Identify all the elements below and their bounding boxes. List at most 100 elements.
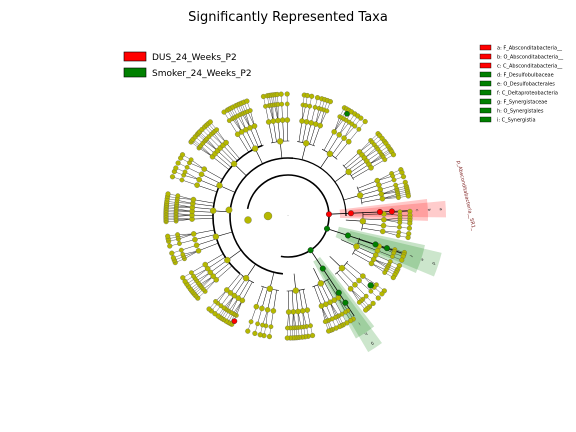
node bbox=[356, 277, 362, 284]
branch bbox=[226, 273, 241, 291]
node bbox=[189, 270, 194, 276]
leaf-node bbox=[212, 311, 218, 317]
taxa-legend-label: h: O_Synergistales bbox=[497, 109, 544, 115]
node bbox=[175, 232, 180, 237]
node bbox=[292, 287, 299, 294]
node bbox=[308, 323, 313, 329]
clade-letter: i bbox=[358, 322, 362, 327]
highlight-node bbox=[376, 208, 383, 215]
branch bbox=[320, 283, 331, 303]
clade-letter: g bbox=[370, 341, 375, 347]
taxa-legend-label: f: C_Deltaproteobacteria bbox=[497, 91, 558, 97]
leaf-node bbox=[326, 328, 332, 334]
leaf-node bbox=[266, 334, 272, 340]
node bbox=[303, 119, 310, 125]
node bbox=[368, 260, 375, 267]
leaf-node bbox=[348, 318, 354, 324]
taxa-legend-swatch bbox=[479, 62, 492, 69]
node bbox=[338, 264, 346, 272]
branch bbox=[230, 275, 244, 294]
node bbox=[266, 285, 274, 292]
branch bbox=[261, 288, 268, 309]
leaf-node bbox=[390, 152, 397, 158]
branch bbox=[299, 290, 303, 311]
node bbox=[308, 120, 314, 126]
node bbox=[353, 243, 360, 250]
leaf-node bbox=[407, 220, 413, 226]
branch bbox=[238, 280, 250, 299]
branch bbox=[336, 272, 351, 289]
branch bbox=[204, 168, 223, 180]
node bbox=[279, 117, 286, 123]
legend-swatch-dus bbox=[123, 51, 147, 62]
branch bbox=[237, 134, 249, 153]
node bbox=[265, 119, 272, 125]
branch bbox=[360, 193, 382, 200]
node bbox=[368, 165, 374, 171]
taxa-legend-swatch bbox=[479, 98, 492, 105]
node bbox=[322, 319, 328, 324]
node bbox=[248, 319, 254, 325]
leaf-node bbox=[245, 328, 251, 334]
leaf-node bbox=[173, 165, 179, 171]
node bbox=[390, 254, 395, 259]
node bbox=[224, 287, 230, 293]
branch bbox=[242, 281, 253, 301]
branch bbox=[249, 127, 259, 148]
highlight-node bbox=[323, 225, 330, 232]
branch bbox=[323, 281, 335, 301]
arc-level2b bbox=[293, 157, 347, 217]
branch bbox=[302, 289, 308, 311]
node bbox=[279, 101, 285, 107]
branch bbox=[273, 121, 277, 142]
branch bbox=[268, 121, 274, 143]
node bbox=[326, 150, 334, 157]
highlight-node bbox=[388, 208, 395, 215]
branch bbox=[225, 142, 240, 159]
leaf-node bbox=[165, 233, 171, 239]
node bbox=[277, 138, 284, 145]
taxa-legend-swatch bbox=[479, 116, 492, 123]
node bbox=[239, 297, 246, 304]
node bbox=[352, 123, 358, 129]
node bbox=[380, 222, 387, 229]
branch bbox=[277, 120, 281, 142]
node bbox=[380, 228, 386, 235]
taxa-legend-label: a: F_Absconditabacteria__ bbox=[497, 46, 563, 52]
node bbox=[230, 160, 238, 168]
branch bbox=[220, 147, 236, 163]
highlight-node bbox=[383, 245, 390, 252]
node bbox=[202, 261, 208, 268]
branch bbox=[196, 238, 217, 246]
branch bbox=[241, 131, 253, 151]
cladogram: c b a p_Absconditabacteria__SR1_f e d ihg. bbox=[163, 91, 477, 353]
branch bbox=[214, 153, 232, 168]
clade-letter: e bbox=[420, 258, 426, 262]
leaf-node bbox=[309, 93, 315, 99]
leaf-node bbox=[379, 291, 385, 297]
branch bbox=[335, 141, 349, 159]
branch bbox=[192, 211, 214, 213]
clade-highlight-band-outer bbox=[320, 267, 382, 353]
branch bbox=[291, 290, 294, 312]
branch bbox=[309, 124, 316, 145]
node bbox=[317, 122, 323, 129]
clade-letter: d bbox=[431, 261, 437, 265]
node bbox=[331, 129, 337, 135]
leaf-node bbox=[375, 295, 381, 301]
node bbox=[190, 196, 197, 203]
leaf-node bbox=[314, 95, 321, 101]
node bbox=[290, 309, 297, 315]
taxa-legend-label: c: C_Absconditabacteria__ bbox=[497, 64, 563, 70]
node bbox=[360, 273, 366, 279]
leaf-node bbox=[327, 99, 333, 105]
node bbox=[224, 256, 231, 264]
branch bbox=[323, 131, 335, 151]
node bbox=[210, 207, 217, 214]
clade-letter: c bbox=[415, 209, 420, 211]
taxa-legend-swatch bbox=[479, 71, 492, 78]
leaf-node bbox=[405, 234, 411, 241]
node bbox=[268, 324, 274, 330]
node bbox=[341, 135, 347, 141]
node bbox=[259, 305, 265, 312]
